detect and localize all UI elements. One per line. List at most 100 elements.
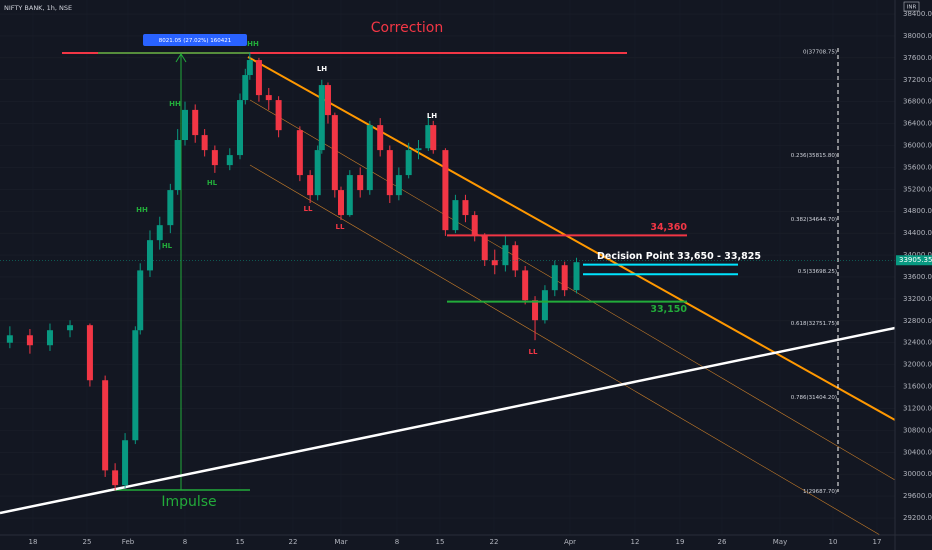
level-label: 34,360: [650, 222, 687, 233]
candle-body: [86, 325, 93, 381]
x-tick-label: 8: [395, 538, 399, 546]
swing-label: LL: [304, 205, 313, 213]
candle-body: [471, 215, 478, 236]
candle-body: [201, 135, 208, 151]
candle-body: [541, 290, 548, 321]
x-tick-label: 25: [83, 538, 92, 546]
currency: INR: [907, 5, 917, 11]
x-tick-label: 15: [236, 538, 245, 546]
candle-body: [377, 125, 384, 151]
fib-label: 0.618(32751.75): [791, 321, 837, 327]
fib-label: 0(37708.75): [803, 49, 837, 55]
last-price-box: [896, 255, 932, 266]
y-tick-label: 29200.00: [903, 514, 932, 522]
candle-body: [314, 150, 321, 196]
y-tick-label: 31200.00: [903, 404, 932, 412]
swing-label: HL: [162, 242, 173, 250]
candle-body: [442, 150, 449, 231]
candle-body: [395, 175, 402, 196]
x-tick-label: 19: [676, 538, 685, 546]
candle-body: [246, 60, 253, 76]
y-tick-label: 32000.00: [903, 361, 932, 369]
swing-label: HL: [207, 179, 218, 187]
candles: [6, 52, 580, 491]
candle-body: [346, 175, 353, 216]
trend-line: [247, 56, 896, 421]
candle-body: [122, 440, 129, 486]
swing-label: HH: [169, 100, 181, 108]
candle-body: [532, 300, 539, 321]
candle-body: [167, 190, 174, 226]
candle-body: [430, 125, 437, 151]
x-tick-label: 12: [631, 538, 640, 546]
candle-body: [366, 125, 373, 191]
candle-body: [405, 150, 412, 176]
swing-label: HH: [247, 40, 259, 48]
candle-body: [357, 175, 364, 191]
candle-body: [226, 155, 233, 166]
swing-label: HH: [136, 206, 148, 214]
candle-body: [174, 140, 181, 191]
swing-label: LL: [336, 223, 345, 231]
heading: Correction: [371, 20, 443, 36]
candle-body: [275, 100, 282, 131]
x-tick-label: 8: [183, 538, 187, 546]
y-tick-label: 37200.00: [903, 76, 932, 84]
candle-body: [137, 270, 144, 331]
candle-body: [242, 75, 249, 101]
fib-label: 0.382(34644.70): [791, 217, 837, 223]
candle-body: [338, 190, 344, 216]
candle-body: [452, 200, 459, 231]
x-tick-label: 22: [289, 538, 298, 546]
x-tick-label: May: [773, 538, 787, 546]
swing-label: LH: [427, 112, 437, 120]
candle-body: [522, 270, 529, 301]
y-tick-label: 35200.00: [903, 185, 932, 193]
y-tick-label: 34400.00: [903, 229, 932, 237]
last-price-label: 33905.35: [899, 256, 932, 264]
y-tick-label: 37600.00: [903, 54, 932, 62]
drawings: [0, 48, 896, 536]
overlay: 34,360 33,150 Decision Point 33,650 - 33,8…: [0, 20, 895, 510]
candle-body: [296, 130, 303, 176]
candle-body: [502, 245, 509, 266]
x-tick-label: 17: [873, 538, 882, 546]
candle-body: [192, 109, 199, 136]
candle-body: [26, 335, 33, 346]
decision-label: Decision Point 33,650 - 33,825: [597, 251, 761, 262]
level-label: 33,150: [650, 304, 687, 315]
candle-body: [462, 200, 469, 216]
x-tick-label: Mar: [334, 538, 347, 546]
candle-body: [324, 85, 331, 116]
candle-body: [132, 330, 139, 441]
candle-body: [318, 85, 325, 151]
candle-body: [237, 100, 243, 156]
candle-body: [491, 260, 498, 266]
channel-line: [249, 164, 881, 536]
x-tick-label: 10: [829, 538, 838, 546]
fib-label: 0.786(31404.20): [791, 395, 837, 401]
y-tick-label: 38000.00: [903, 32, 932, 40]
y-tick-label: 29600.00: [903, 492, 932, 500]
channel-line: [249, 99, 896, 481]
y-tick-label: 33200.00: [903, 295, 932, 303]
y-tick-label: 36000.00: [903, 142, 932, 150]
y-tick-label: 32400.00: [903, 339, 932, 347]
y-tick-label: 30400.00: [903, 448, 932, 456]
candle-body: [415, 148, 422, 151]
x-tick-label: 15: [436, 538, 445, 546]
candle-body: [481, 235, 488, 261]
currency-box: [903, 1, 920, 12]
candle-body: [573, 262, 580, 291]
candle-body: [156, 225, 163, 241]
x-tick-label: 18: [29, 538, 38, 546]
candle-body: [146, 240, 153, 271]
candle-body: [265, 95, 272, 101]
y-tick-label: 30000.00: [903, 470, 932, 478]
x-tick-label: Feb: [122, 538, 135, 546]
y-tick-label: 38400.00: [903, 10, 932, 18]
y-tick-label: 36800.00: [903, 98, 932, 106]
candle-body: [6, 335, 13, 343]
measure-label: 8021.05 (27.02%) 160421: [159, 38, 232, 44]
